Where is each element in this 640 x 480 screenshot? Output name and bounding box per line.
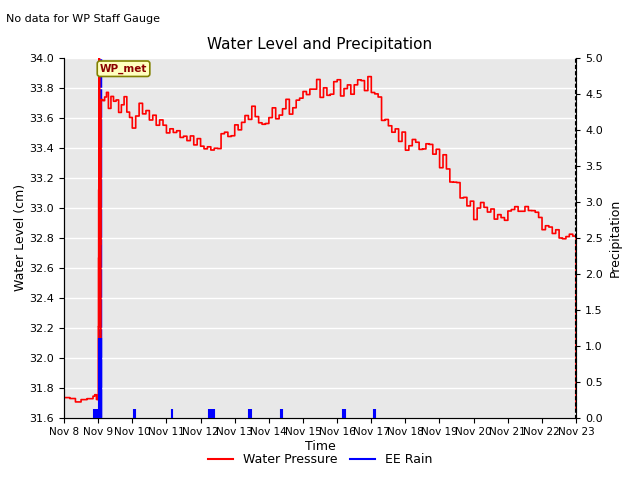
Legend: Water Pressure, EE Rain: Water Pressure, EE Rain <box>203 448 437 471</box>
Y-axis label: Precipitation: Precipitation <box>609 198 621 277</box>
Text: WP_met: WP_met <box>100 64 147 74</box>
Title: Water Level and Precipitation: Water Level and Precipitation <box>207 37 433 52</box>
Y-axis label: Water Level (cm): Water Level (cm) <box>13 184 27 291</box>
X-axis label: Time: Time <box>305 440 335 453</box>
Text: No data for WP Staff Gauge: No data for WP Staff Gauge <box>6 14 161 24</box>
